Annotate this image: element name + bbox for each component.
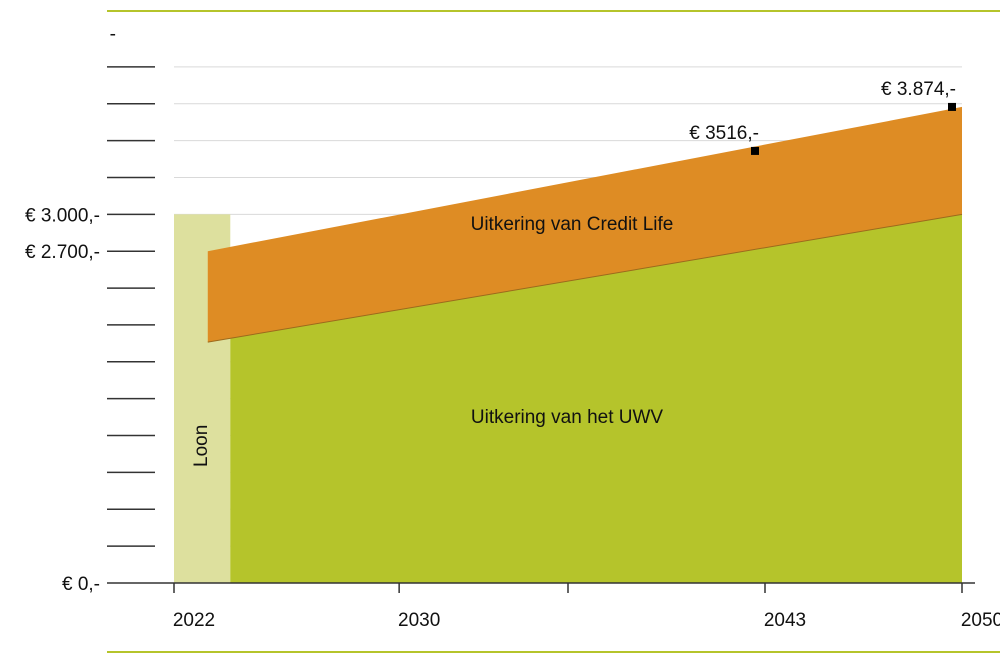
value-marker — [751, 146, 759, 155]
credit-life-area — [207, 106, 962, 343]
y-tick-label: - — [110, 24, 116, 45]
uwv-area — [230, 214, 963, 584]
plot-areas — [174, 106, 963, 584]
x-tick-label: 2050 — [961, 610, 1000, 631]
uwv-label: Uitkering van het UWV — [471, 407, 664, 428]
credit-life-label: Uitkering van Credit Life — [471, 214, 674, 235]
axes: 2022 2030 2043 2050 - € 3.000,- € 2.700,- € 0,- — [25, 24, 1000, 631]
value-annotation: € 3.874,- — [881, 79, 956, 100]
y-tick-label: € 2.700,- — [25, 242, 100, 263]
x-tick-label: 2043 — [764, 610, 806, 631]
value-annotation: € 3516,- — [689, 123, 759, 144]
credit-life-lower-edge — [207, 213, 963, 343]
x-tick-label: 2030 — [398, 610, 440, 631]
annotation-markers: € 3516,- € 3.874,- — [689, 79, 956, 155]
x-tick-label: 2022 — [173, 610, 215, 631]
y-tick-label: € 3.000,- — [25, 205, 100, 226]
loon-label: Loon — [191, 425, 212, 467]
y-tick-label: € 0,- — [62, 574, 100, 595]
value-marker — [948, 102, 956, 111]
